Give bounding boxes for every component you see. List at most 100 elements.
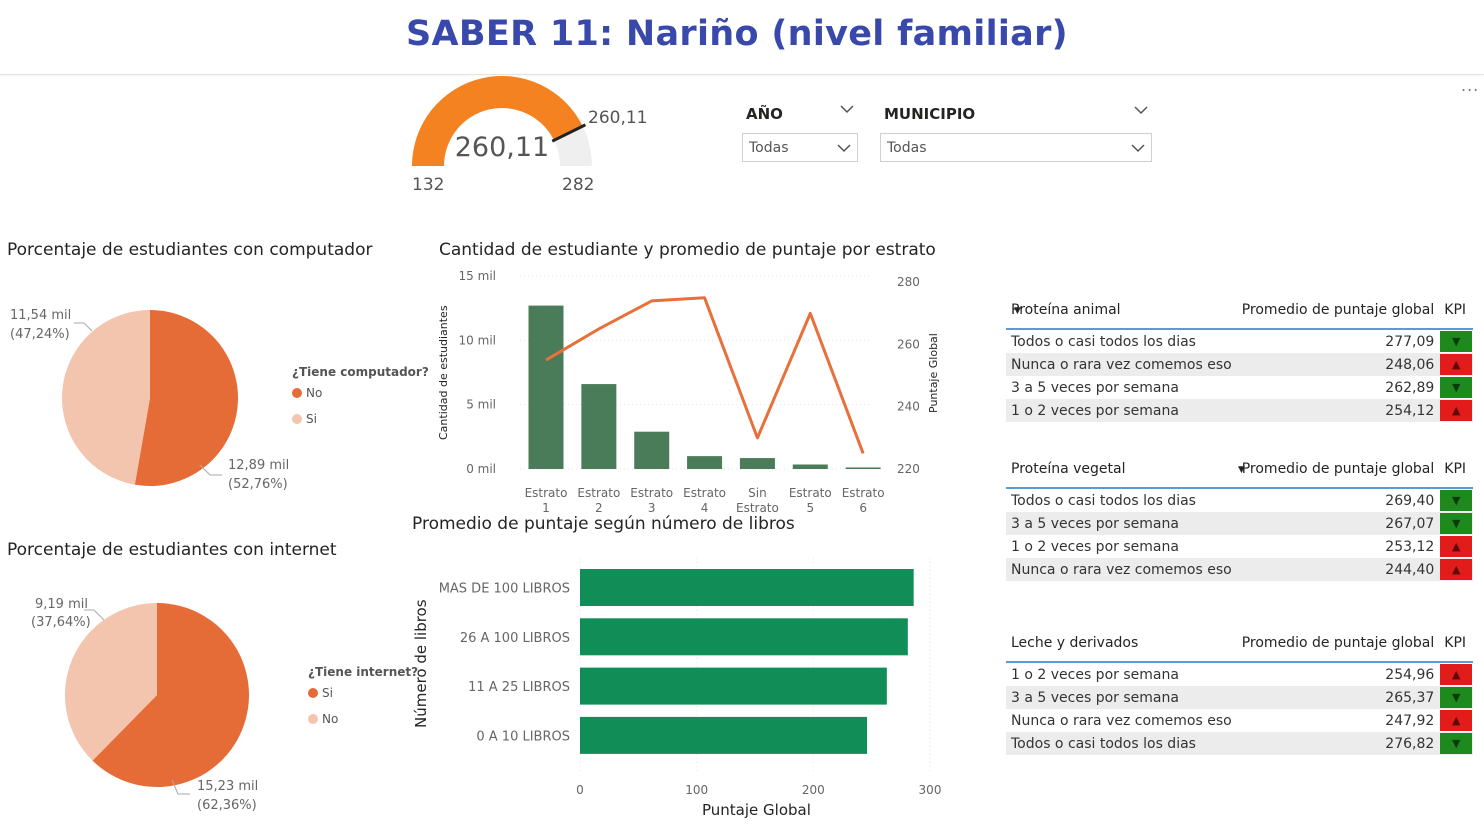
table-row[interactable]: 3 a 5 veces por semana 267,07 ▼: [1006, 512, 1474, 535]
pie-slice-no[interactable]: [64, 603, 157, 761]
more-options-icon[interactable]: ...: [1461, 76, 1480, 95]
pie-internet-legend-title: ¿Tiene internet?: [308, 665, 419, 679]
bar-libros[interactable]: [580, 569, 914, 606]
row-label: Nunca o rara vez comemos eso: [1006, 558, 1237, 581]
x-tick-line1: Estrato: [630, 486, 673, 500]
y-right-tick: 220: [897, 462, 920, 476]
bar-estrato[interactable]: [845, 467, 881, 469]
bar-estrato[interactable]: [792, 464, 828, 469]
pie-slice-si[interactable]: [92, 603, 249, 787]
column-header-col3[interactable]: KPI: [1439, 445, 1474, 489]
triangle-down-icon: ▼: [1440, 513, 1473, 534]
x-tick-line2: 1: [542, 501, 550, 514]
table-row[interactable]: Todos o casi todos los dias 276,82 ▼: [1006, 732, 1474, 755]
triangle-down-icon: ▼: [1440, 331, 1473, 352]
legend-item-no[interactable]: No: [308, 712, 338, 726]
row-value: 247,92: [1385, 712, 1435, 729]
triangle-up-icon: ▲: [1440, 710, 1473, 731]
municipio-slicer-dropdown[interactable]: Todas: [880, 133, 1152, 162]
gauge-target-label: 260,11: [588, 108, 648, 128]
column-header-col1[interactable]: Proteína vegetal: [1006, 445, 1237, 489]
kpi-cell: ▼: [1439, 329, 1473, 353]
kpi-cell: ▲: [1439, 662, 1473, 686]
pie-computer-legend-title: ¿Tiene computador?: [292, 365, 429, 379]
pie-slice-no[interactable]: [134, 310, 238, 486]
bar-libros[interactable]: [580, 667, 887, 705]
pie-slice-si[interactable]: [61, 310, 150, 485]
sort-indicator-icon[interactable]: ▼: [1014, 306, 1021, 316]
column-header-col3[interactable]: KPI: [1439, 286, 1474, 330]
line-puntaje-global[interactable]: [545, 296, 865, 454]
gauge-chart: [412, 76, 592, 166]
municipio-slicer-title: MUNICIPIO: [884, 105, 976, 123]
bar-libros[interactable]: [580, 618, 908, 656]
row-label: Nunca o rara vez comemos eso: [1011, 712, 1232, 729]
bar-estrato[interactable]: [739, 458, 775, 469]
legend-item-no[interactable]: No: [292, 386, 322, 400]
pie-computer-label-si-pct: (47,24%): [10, 327, 70, 342]
gauge-max-label: 282: [562, 175, 595, 195]
pie-internet-label-si-value: 15,23 mil: [197, 779, 259, 794]
table-row[interactable]: Todos o casi todos los dias 277,09 ▼: [1006, 329, 1473, 353]
y-category-label: 0 A 10 LIBROS: [476, 729, 570, 744]
column-header-col3[interactable]: KPI: [1439, 619, 1474, 663]
row-value: 254,12: [1236, 399, 1440, 422]
legend-item-si[interactable]: Si: [292, 412, 317, 426]
bar-estrato[interactable]: [634, 431, 670, 469]
pie-internet-title: Porcentaje de estudiantes con internet: [7, 540, 337, 560]
kpi-cell: ▼: [1439, 512, 1474, 535]
municipio-slicer-collapse-icon[interactable]: [1134, 102, 1148, 121]
triangle-up-icon: ▲: [1440, 559, 1473, 580]
bar-estrato[interactable]: [687, 456, 723, 469]
page-title: SABER 11: Nariño (nivel familiar): [406, 14, 1068, 54]
pie-computer-label-no-pct: (52,76%): [228, 477, 288, 492]
table-row[interactable]: Nunca o rara vez comemos eso 244,40 ▲: [1006, 558, 1474, 581]
x-tick: 0: [576, 783, 584, 797]
year-slicer-collapse-icon[interactable]: [840, 102, 854, 120]
table-row[interactable]: 3 a 5 veces por semana 262,89 ▼: [1006, 376, 1473, 399]
column-header-col2[interactable]: Promedio de puntaje global: [1236, 445, 1440, 489]
table-row[interactable]: Nunca o rara vez comemos eso 247,92 ▲: [1006, 709, 1473, 732]
y-right-tick: 260: [897, 337, 920, 351]
kpi-table-2: Proteína vegetal Promedio de puntaje glob…: [1006, 445, 1474, 581]
bar-estrato[interactable]: [581, 384, 617, 469]
column-header-col2[interactable]: Promedio de puntaje global: [1236, 286, 1440, 330]
table-row[interactable]: 1 o 2 veces por semana 253,12 ▲: [1006, 535, 1473, 558]
legend-dot: [308, 688, 318, 698]
x-tick-line1: Estrato: [577, 486, 620, 500]
table-row[interactable]: Todos o casi todos los dias 269,40 ▼: [1006, 488, 1473, 512]
kpi-table-1: Proteína animal Promedio de puntaje globa…: [1006, 286, 1474, 422]
pie-internet-leaders: [84, 609, 190, 795]
table-row[interactable]: 3 a 5 veces por semana 265,37 ▼: [1006, 686, 1474, 709]
kpi-cell: ▲: [1439, 709, 1473, 732]
column-header-col2[interactable]: Promedio de puntaje global: [1236, 619, 1440, 663]
sort-indicator-icon[interactable]: ▼: [1238, 465, 1245, 475]
table-row[interactable]: 1 o 2 veces por semana 254,12 ▲: [1006, 399, 1474, 422]
gauge-min-label: 132: [412, 175, 445, 195]
bar-libros[interactable]: [580, 716, 867, 754]
year-slicer-title: AÑO: [746, 105, 783, 123]
x-tick: 100: [685, 783, 708, 797]
kpi-cell: ▼: [1439, 488, 1473, 512]
table-row[interactable]: 1 o 2 veces por semana 254,96 ▲: [1006, 662, 1473, 686]
legend-item-si[interactable]: Si: [308, 686, 333, 700]
x-tick-line1: Sin: [748, 486, 767, 500]
pie-internet-chart[interactable]: [60, 598, 256, 794]
triangle-down-icon: ▼: [1440, 377, 1473, 398]
row-label: 1 o 2 veces por semana: [1011, 666, 1179, 683]
x-tick-label: Estrato 3: [630, 486, 673, 514]
row-label: 3 a 5 veces por semana: [1006, 512, 1237, 535]
gauge-target-marker: [551, 123, 587, 143]
row-value: 276,82: [1236, 732, 1440, 755]
pie-computer-chart[interactable]: [55, 303, 245, 493]
bar-estrato[interactable]: [528, 305, 564, 469]
table-row[interactable]: Nunca o rara vez comemos eso 248,06 ▲: [1006, 353, 1474, 376]
column-header-col1[interactable]: Proteína animal: [1006, 286, 1237, 330]
x-tick-line2: 3: [648, 501, 656, 514]
books-chart[interactable]: 0 100 200 300 MAS DE 100 LIBROS 26 A 100 LIBR…: [400, 540, 960, 800]
year-slicer-dropdown[interactable]: Todas: [742, 133, 858, 162]
column-header-col1[interactable]: Leche y derivados: [1006, 619, 1237, 663]
combo-chart[interactable]: 0 mil 5 mil 10 mil 15 mil 220 240 260 280 Estrat…: [430, 262, 950, 514]
row-value: 267,07: [1236, 512, 1440, 535]
gauge-value: 260,11: [454, 132, 550, 163]
